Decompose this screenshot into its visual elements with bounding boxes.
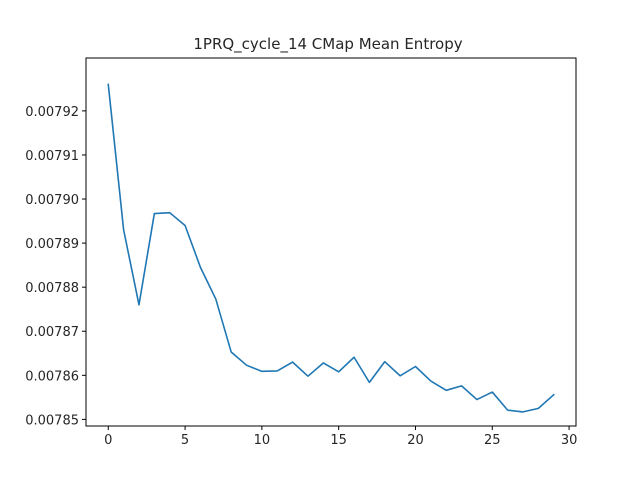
y-tick-label: 0.00791	[25, 149, 79, 164]
x-tick-label: 30	[561, 433, 578, 448]
y-tick-label: 0.00786	[25, 369, 79, 384]
plot-frame	[85, 57, 577, 427]
x-tick-label: 25	[484, 433, 501, 448]
series-line	[107, 83, 555, 413]
x-tick-label: 0	[104, 433, 112, 448]
chart-title: 1PRQ_cycle_14 CMap Mean Entropy	[193, 35, 462, 54]
x-tick-label: 10	[254, 433, 271, 448]
y-tick-label: 0.00787	[25, 325, 79, 340]
y-tick-label: 0.00789	[25, 237, 79, 252]
y-tick-label: 0.00792	[25, 105, 79, 120]
series-layer	[107, 83, 555, 413]
y-tick-label: 0.00790	[25, 193, 79, 208]
x-tick-label: 5	[181, 433, 189, 448]
x-tick-label: 15	[330, 433, 347, 448]
y-tick-label: 0.00788	[25, 281, 79, 296]
axis-ticks: 0 5 10 15 20 25 30 0.00785 0.00786 0.00787 0.00788…	[25, 105, 577, 448]
x-tick-label: 20	[407, 433, 424, 448]
y-tick-label: 0.00785	[25, 413, 79, 428]
